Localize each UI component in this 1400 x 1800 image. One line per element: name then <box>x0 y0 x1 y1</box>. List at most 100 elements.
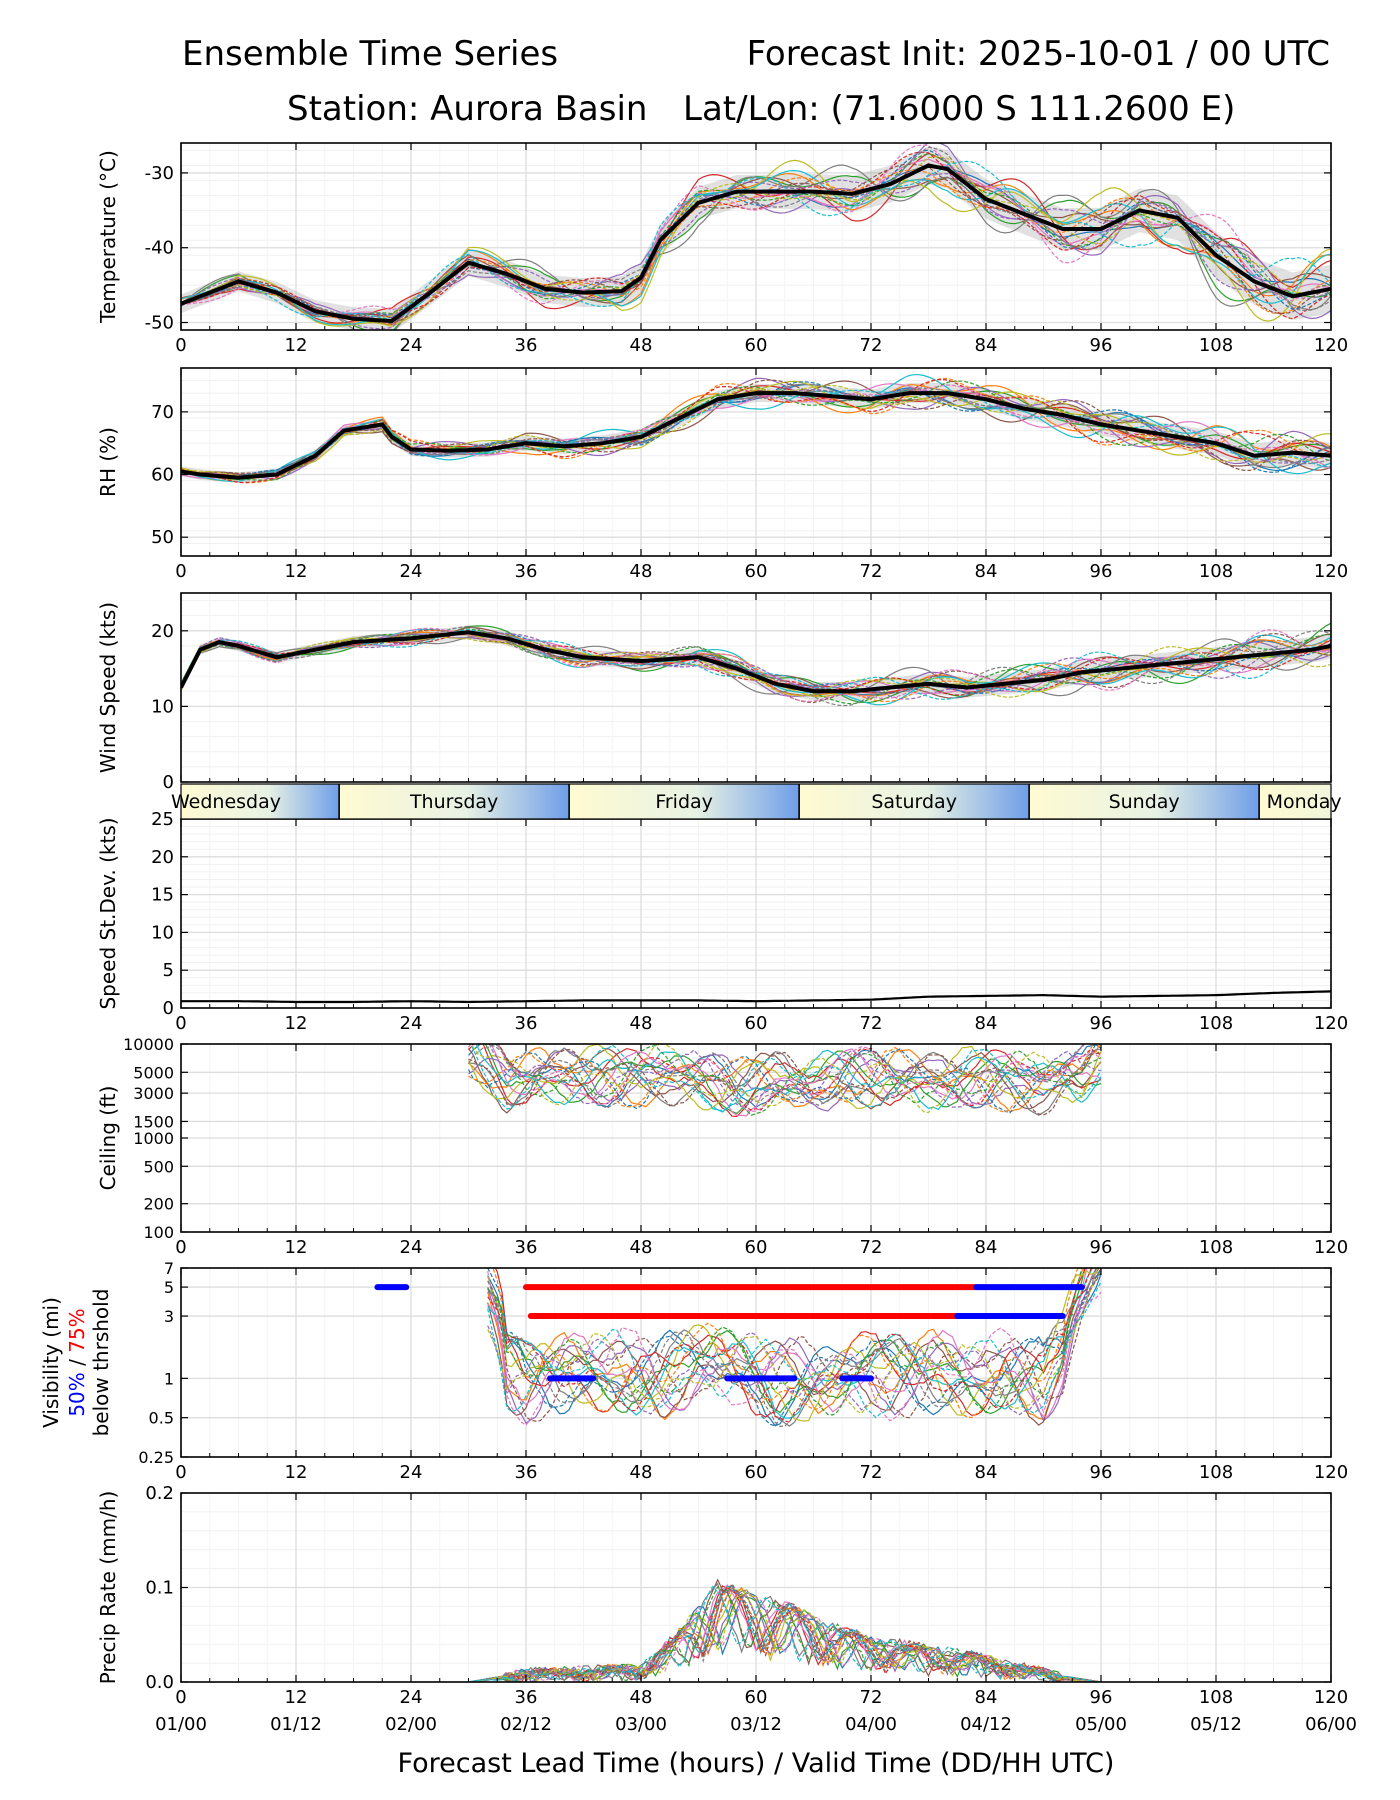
precip-xtick-label: 60 <box>745 1687 768 1708</box>
ceiling-xtick-label: 84 <box>975 1237 998 1258</box>
temperature-member-line <box>181 152 1331 317</box>
station-name: Station: Aurora Basin <box>287 89 648 129</box>
temperature-xtick-label: 72 <box>860 335 883 356</box>
speed_stdev-xtick-label: 24 <box>400 1013 423 1034</box>
speed_stdev-ytick-label: 20 <box>151 847 174 868</box>
ceiling-xtick-label: 24 <box>400 1237 423 1258</box>
ceiling-member-line <box>467 1044 1097 1114</box>
ceiling-member-line <box>468 1044 1085 1112</box>
visibility-xtick-label: 0 <box>175 1462 186 1483</box>
temperature-ytick-label: -30 <box>145 163 174 184</box>
precip-xtick-label: 96 <box>1090 1687 1113 1708</box>
valid-time-label: 02/12 <box>500 1714 552 1735</box>
ceiling-ytick-label: 3000 <box>133 1084 174 1103</box>
rh-panel: 50 60 70 0 12 24 36 48 60 72 84 96 108 120 RH (%) <box>96 367 1348 582</box>
temperature-xtick-label: 108 <box>1199 335 1233 356</box>
rh-xtick-label: 0 <box>175 561 186 582</box>
visibility-ylabel: Visibility (mi) <box>39 1297 63 1428</box>
x-axis-title: Forecast Lead Time (hours) / Valid Time … <box>398 1748 1115 1779</box>
temperature-panel: -50 -40 -30 0 12 24 36 48 60 72 84 96 108 120 Temperat… <box>96 142 1348 356</box>
rh-xtick-label: 108 <box>1199 561 1233 582</box>
visibility-member-line <box>487 1268 1100 1427</box>
visibility-xtick-label: 12 <box>285 1462 308 1483</box>
visibility-ytick-label: 0.5 <box>149 1409 174 1428</box>
precip-xtick-label: 12 <box>285 1687 308 1708</box>
figure-title: Ensemble Time Series <box>182 34 559 74</box>
temperature-xtick-label: 84 <box>975 335 998 356</box>
visibility-member-line <box>487 1268 1098 1416</box>
precip-ytick-label: 0.2 <box>145 1483 174 1504</box>
visibility-sublabel_75: 75% <box>65 1308 89 1352</box>
visibility-member-line <box>492 1268 1080 1419</box>
rh-xtick-label: 72 <box>860 561 883 582</box>
visibility-threshold-legend: 50% / 75% <box>65 1308 89 1416</box>
ceiling-xtick-label: 48 <box>630 1237 653 1258</box>
ceiling-member-line <box>469 1044 1102 1114</box>
temperature-member-line <box>181 144 1331 315</box>
visibility-panel: 0.25 0.5 1 3 57 0 12 24 36 48 60 72 84 96 108 120 Visibi… <box>39 1259 1348 1483</box>
visibility-member-line <box>487 1268 1086 1421</box>
wind_speed-ylabel: Wind Speed (kts) <box>96 602 120 773</box>
rh-xtick-label: 96 <box>1090 561 1113 582</box>
rh-member-line <box>181 377 1331 480</box>
ceiling-ytick-label: 1000 <box>133 1129 174 1148</box>
visibility-xtick-label: 48 <box>630 1462 653 1483</box>
temperature-xtick-label: 60 <box>745 335 768 356</box>
valid-time-label: 03/00 <box>615 1714 667 1735</box>
rh-ytick-label: 50 <box>151 527 174 548</box>
wind_speed-plot-area <box>181 622 1331 707</box>
valid-time-label: 04/12 <box>960 1714 1012 1735</box>
ceiling-ytick-label: 1500 <box>133 1112 174 1131</box>
wind_speed-member-line <box>181 634 1331 697</box>
ceiling-xtick-label: 96 <box>1090 1237 1113 1258</box>
visibility-ytick-label: 3 <box>164 1307 174 1326</box>
temperature-xtick-label: 12 <box>285 335 308 356</box>
ceiling-ylabel: Ceiling (ft) <box>96 1086 120 1191</box>
visibility-ytick-label: 7 <box>164 1259 174 1278</box>
speed_stdev-xtick-label: 12 <box>285 1013 308 1034</box>
valid-time-label: 01/12 <box>270 1714 322 1735</box>
rh-mean-line <box>181 391 1331 480</box>
visibility-ytick-label: 1 <box>164 1369 174 1388</box>
ceiling-xtick-label: 108 <box>1199 1237 1233 1258</box>
visibility-xtick-label: 108 <box>1199 1462 1233 1483</box>
wind_speed-panel: 0 10 20 Wind Speed (kts) <box>96 592 1332 793</box>
temperature-xtick-label: 0 <box>175 335 186 356</box>
precip-plot-area <box>468 1578 1102 1682</box>
visibility-ytick-label: 5 <box>164 1278 174 1297</box>
wind_speed-ytick-label: 0 <box>163 772 174 793</box>
visibility-member-line <box>487 1281 1102 1419</box>
speed_stdev-ytick-label: 15 <box>151 885 174 906</box>
visibility-member-line <box>487 1268 1098 1424</box>
ceiling-ytick-label: 500 <box>143 1157 174 1176</box>
visibility-xtick-label: 72 <box>860 1462 883 1483</box>
visibility-xtick-label: 24 <box>400 1462 423 1483</box>
visibility-member-line <box>487 1271 1102 1422</box>
rh-xtick-label: 120 <box>1314 561 1348 582</box>
valid-time-label: 05/12 <box>1190 1714 1242 1735</box>
ceiling-ytick-label: 10000 <box>123 1035 174 1054</box>
rh-xtick-label: 36 <box>515 561 538 582</box>
speed_stdev-xtick-label: 108 <box>1199 1013 1233 1034</box>
visibility-sublabel_sep: / <box>65 1353 89 1372</box>
temperature-member-line <box>181 158 1331 317</box>
temperature-mean-line <box>181 163 1331 324</box>
visibility-member-line <box>487 1273 1102 1427</box>
precip-ylabel: Precip Rate (mm/h) <box>96 1491 120 1685</box>
day-label-friday: Friday <box>655 791 713 813</box>
speed_stdev-xtick-label: 96 <box>1090 1013 1113 1034</box>
temperature-plot-area <box>181 143 1331 330</box>
temperature-ylabel: Temperature (°C) <box>96 150 120 324</box>
day-band-wednesday <box>181 784 340 819</box>
day-label-sunday: Sunday <box>1109 791 1180 813</box>
ceiling-xtick-label: 120 <box>1314 1237 1348 1258</box>
ceiling-xtick-label: 0 <box>175 1237 186 1258</box>
valid-time-label: 01/00 <box>155 1714 207 1735</box>
speed_stdev-xtick-label: 60 <box>745 1013 768 1034</box>
ceiling-member-line <box>469 1044 1102 1112</box>
day-band-thursday <box>339 784 570 819</box>
rh-member-line <box>181 384 1331 477</box>
ceiling-ytick-label: 200 <box>143 1195 174 1214</box>
